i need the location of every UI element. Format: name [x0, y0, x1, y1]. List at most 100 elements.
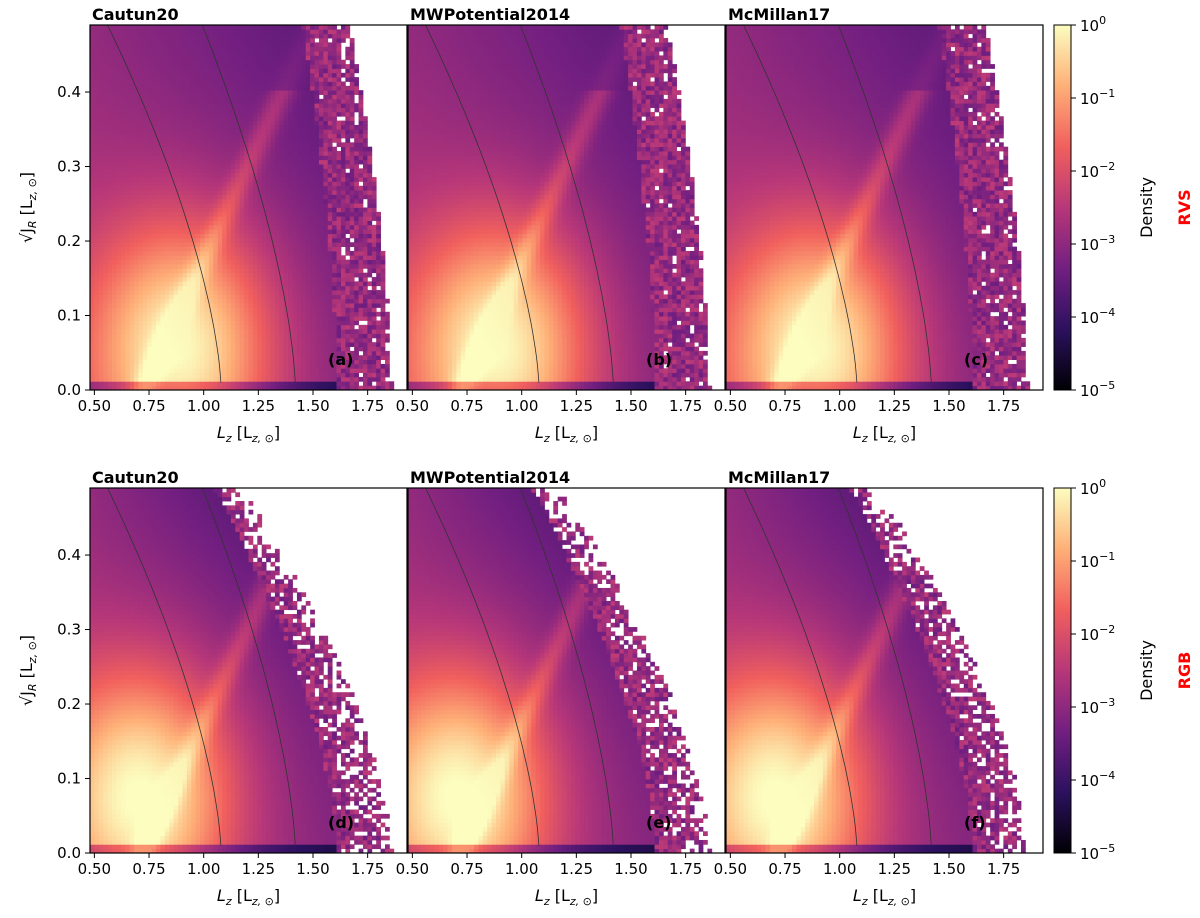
panel-tag: (e) [646, 813, 671, 832]
resonance-line [743, 488, 858, 846]
x-tick-label: 0.50 [78, 860, 111, 878]
heatmap [90, 488, 407, 853]
x-axis-label: Lz [Lz, ⊙] [853, 886, 916, 908]
resonance-line [201, 25, 296, 383]
x-axis-label: Lz [Lz, ⊙] [535, 886, 598, 908]
heatmap [90, 25, 407, 390]
y-tick-label: 0.3 [57, 621, 81, 639]
resonance-line [837, 25, 932, 383]
x-tick-label: 1.75 [351, 860, 384, 878]
x-tick-label: 1.25 [242, 860, 275, 878]
x-tick-label: 0.75 [768, 397, 801, 415]
x-tick-label: 0.75 [768, 860, 801, 878]
panel-title: McMillan17 [728, 5, 830, 24]
x-tick-label: 1.25 [878, 397, 911, 415]
resonance-line [837, 488, 932, 846]
panel-tag: (b) [646, 350, 672, 369]
x-tick-label: 0.50 [396, 860, 429, 878]
colorbar-tick-label: 10−1 [1080, 550, 1115, 571]
axes-frame [407, 24, 726, 391]
panel-tag: (f) [964, 813, 986, 832]
colorbar-tick-label: 100 [1080, 14, 1106, 35]
colorbar-label: Density [1137, 640, 1156, 701]
x-tick-label: 0.50 [396, 397, 429, 415]
x-tick-label: 1.50 [614, 860, 647, 878]
x-tick-label: 1.00 [823, 860, 856, 878]
heatmap [726, 25, 1043, 390]
colorbar-scale [1053, 487, 1072, 854]
panel-title: Cautun20 [92, 468, 179, 487]
x-tick-label: 1.75 [351, 397, 384, 415]
x-tick-label: 0.75 [450, 860, 483, 878]
resonance-line [107, 488, 222, 846]
y-tick-label: 0.0 [57, 844, 81, 862]
resonance-line [425, 25, 540, 383]
panel-title: McMillan17 [728, 468, 830, 487]
colorbar-tick-label: 10−4 [1080, 769, 1115, 790]
y-tick-label: 0.1 [57, 770, 81, 788]
x-tick-label: 1.25 [878, 860, 911, 878]
row-label: RGB [1175, 652, 1194, 690]
x-tick-label: 1.75 [669, 860, 702, 878]
axes-frame [89, 487, 408, 854]
colorbars: 100 10−1 10−2 10−3 10−4 10−5 Density RVS 100 10−1… [1053, 14, 1194, 863]
x-tick-label: 1.00 [505, 397, 538, 415]
x-tick-label: 1.50 [296, 860, 329, 878]
y-axis-label: √JR [Lz, ⊙] [17, 172, 39, 243]
colorbar-rvs: 100 10−1 10−2 10−3 10−4 10−5 Density RVS [1053, 14, 1194, 400]
panel-tag: (c) [964, 350, 988, 369]
colorbar-tick-label: 10−2 [1080, 160, 1115, 181]
x-axis-label: Lz [Lz, ⊙] [217, 423, 280, 445]
heatmap [408, 488, 725, 853]
panel-title: MWPotential2014 [410, 5, 570, 24]
panel-a: 0.50 0.75 1.00 1.25 1.50 1.75 0.0 0.1 0.2 0.3 0.4 C… [17, 5, 408, 445]
heatmap [408, 25, 725, 390]
y-tick-label: 0.0 [57, 381, 81, 399]
x-tick-label: 1.25 [242, 397, 275, 415]
x-tick-label: 0.50 [714, 397, 747, 415]
x-tick-label: 0.75 [132, 860, 165, 878]
x-axis-label: Lz [Lz, ⊙] [853, 423, 916, 445]
panel-d: 0.50 0.75 1.00 1.25 1.50 1.75 0.0 0.1 0.2 0.3 0.4 C… [17, 468, 408, 908]
y-tick-label: 0.3 [57, 158, 81, 176]
x-tick-label: 1.50 [932, 860, 965, 878]
row-label: RVS [1175, 189, 1194, 225]
y-tick-label: 0.4 [57, 83, 81, 101]
axes-frame [725, 24, 1044, 391]
panel-f: 0.50 0.75 1.00 1.25 1.50 1.75 McMillan17 (f) Lz … [714, 468, 1044, 908]
x-tick-label: 0.75 [132, 397, 165, 415]
x-tick-label: 1.25 [560, 860, 593, 878]
colorbar-tick-label: 10−2 [1080, 623, 1115, 644]
resonance-line [425, 488, 540, 846]
axes-frame [407, 487, 726, 854]
y-tick-label: 0.4 [57, 546, 81, 564]
panel-c: 0.50 0.75 1.00 1.25 1.50 1.75 McMillan17 (c) Lz … [714, 5, 1044, 445]
panel-tag: (a) [328, 350, 353, 369]
x-tick-label: 0.50 [714, 860, 747, 878]
colorbar-tick-label: 10−4 [1080, 306, 1115, 327]
colorbar-tick-label: 10−1 [1080, 87, 1115, 108]
x-tick-label: 1.00 [187, 860, 220, 878]
colorbar-tick-label: 10−3 [1080, 233, 1115, 254]
colorbar-label: Density [1137, 177, 1156, 238]
y-axis-label: √JR [Lz, ⊙] [17, 635, 39, 706]
x-tick-label: 0.50 [78, 397, 111, 415]
panel-e: 0.50 0.75 1.00 1.25 1.50 1.75 MWPotential2014 (… [396, 468, 726, 908]
colorbar-tick-label: 10−3 [1080, 696, 1115, 717]
axes-frame [725, 487, 1044, 854]
panel-title: Cautun20 [92, 5, 179, 24]
colorbar-tick-label: 10−5 [1080, 379, 1115, 400]
y-tick-label: 0.1 [57, 307, 81, 325]
resonance-line [519, 488, 614, 846]
x-tick-label: 1.00 [823, 397, 856, 415]
x-tick-label: 1.25 [560, 397, 593, 415]
x-axis-label: Lz [Lz, ⊙] [217, 886, 280, 908]
x-axis-label: Lz [Lz, ⊙] [535, 423, 598, 445]
colorbar-scale [1053, 24, 1072, 391]
panel-tag: (d) [328, 813, 354, 832]
x-tick-label: 1.50 [932, 397, 965, 415]
colorbar-tick-label: 10−5 [1080, 842, 1115, 863]
colorbar-rgb: 100 10−1 10−2 10−3 10−4 10−5 Density RGB [1053, 477, 1194, 863]
x-tick-label: 1.50 [614, 397, 647, 415]
